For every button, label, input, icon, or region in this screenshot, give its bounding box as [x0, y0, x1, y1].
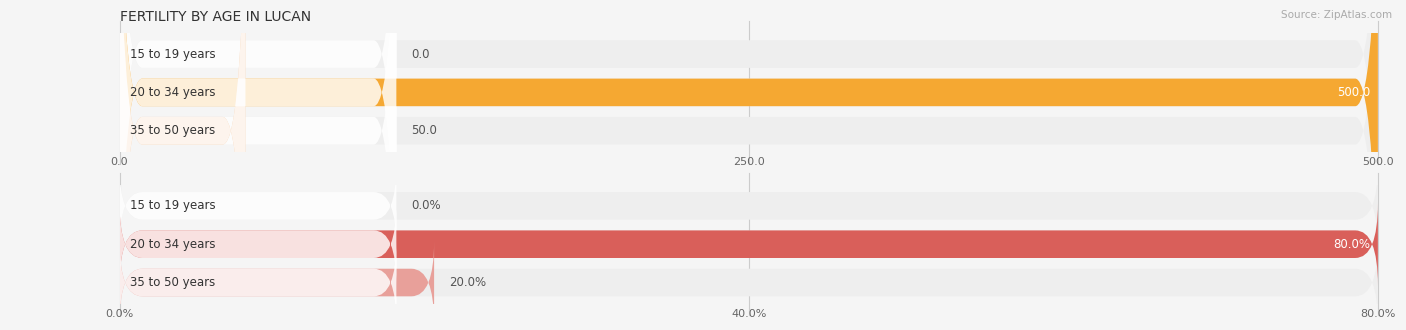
FancyBboxPatch shape: [120, 164, 1378, 247]
FancyBboxPatch shape: [120, 203, 396, 285]
FancyBboxPatch shape: [120, 0, 1378, 330]
Text: 80.0%: 80.0%: [1333, 238, 1371, 251]
Text: 35 to 50 years: 35 to 50 years: [129, 124, 215, 137]
FancyBboxPatch shape: [120, 203, 1378, 285]
FancyBboxPatch shape: [120, 0, 396, 330]
Text: 20 to 34 years: 20 to 34 years: [129, 86, 215, 99]
FancyBboxPatch shape: [120, 241, 434, 324]
Text: 20.0%: 20.0%: [449, 276, 486, 289]
Text: 15 to 19 years: 15 to 19 years: [129, 199, 215, 213]
FancyBboxPatch shape: [120, 164, 396, 247]
FancyBboxPatch shape: [120, 0, 246, 330]
FancyBboxPatch shape: [120, 0, 396, 330]
FancyBboxPatch shape: [120, 241, 1378, 324]
FancyBboxPatch shape: [120, 0, 1378, 330]
Text: 20 to 34 years: 20 to 34 years: [129, 238, 215, 251]
Text: 0.0: 0.0: [412, 48, 430, 61]
Text: Source: ZipAtlas.com: Source: ZipAtlas.com: [1281, 10, 1392, 20]
FancyBboxPatch shape: [120, 0, 1378, 330]
FancyBboxPatch shape: [120, 0, 396, 330]
Text: 500.0: 500.0: [1337, 86, 1371, 99]
FancyBboxPatch shape: [120, 203, 396, 285]
FancyBboxPatch shape: [120, 241, 396, 324]
FancyBboxPatch shape: [120, 203, 1378, 285]
Text: 50.0: 50.0: [412, 124, 437, 137]
Text: FERTILITY BY AGE IN LUCAN: FERTILITY BY AGE IN LUCAN: [120, 10, 311, 24]
FancyBboxPatch shape: [120, 241, 396, 324]
FancyBboxPatch shape: [120, 0, 1378, 330]
Text: 35 to 50 years: 35 to 50 years: [129, 276, 215, 289]
Text: 0.0%: 0.0%: [412, 199, 441, 213]
Text: 15 to 19 years: 15 to 19 years: [129, 48, 215, 61]
FancyBboxPatch shape: [120, 0, 246, 330]
FancyBboxPatch shape: [120, 0, 396, 330]
